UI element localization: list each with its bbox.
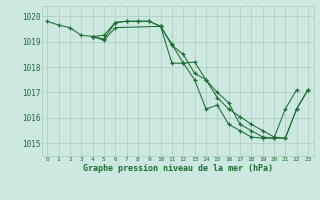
- X-axis label: Graphe pression niveau de la mer (hPa): Graphe pression niveau de la mer (hPa): [83, 164, 273, 173]
